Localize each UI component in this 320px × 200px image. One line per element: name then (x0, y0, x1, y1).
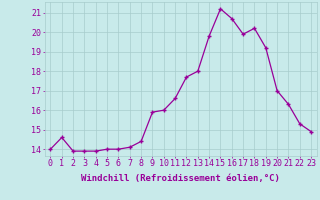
X-axis label: Windchill (Refroidissement éolien,°C): Windchill (Refroidissement éolien,°C) (81, 174, 280, 183)
